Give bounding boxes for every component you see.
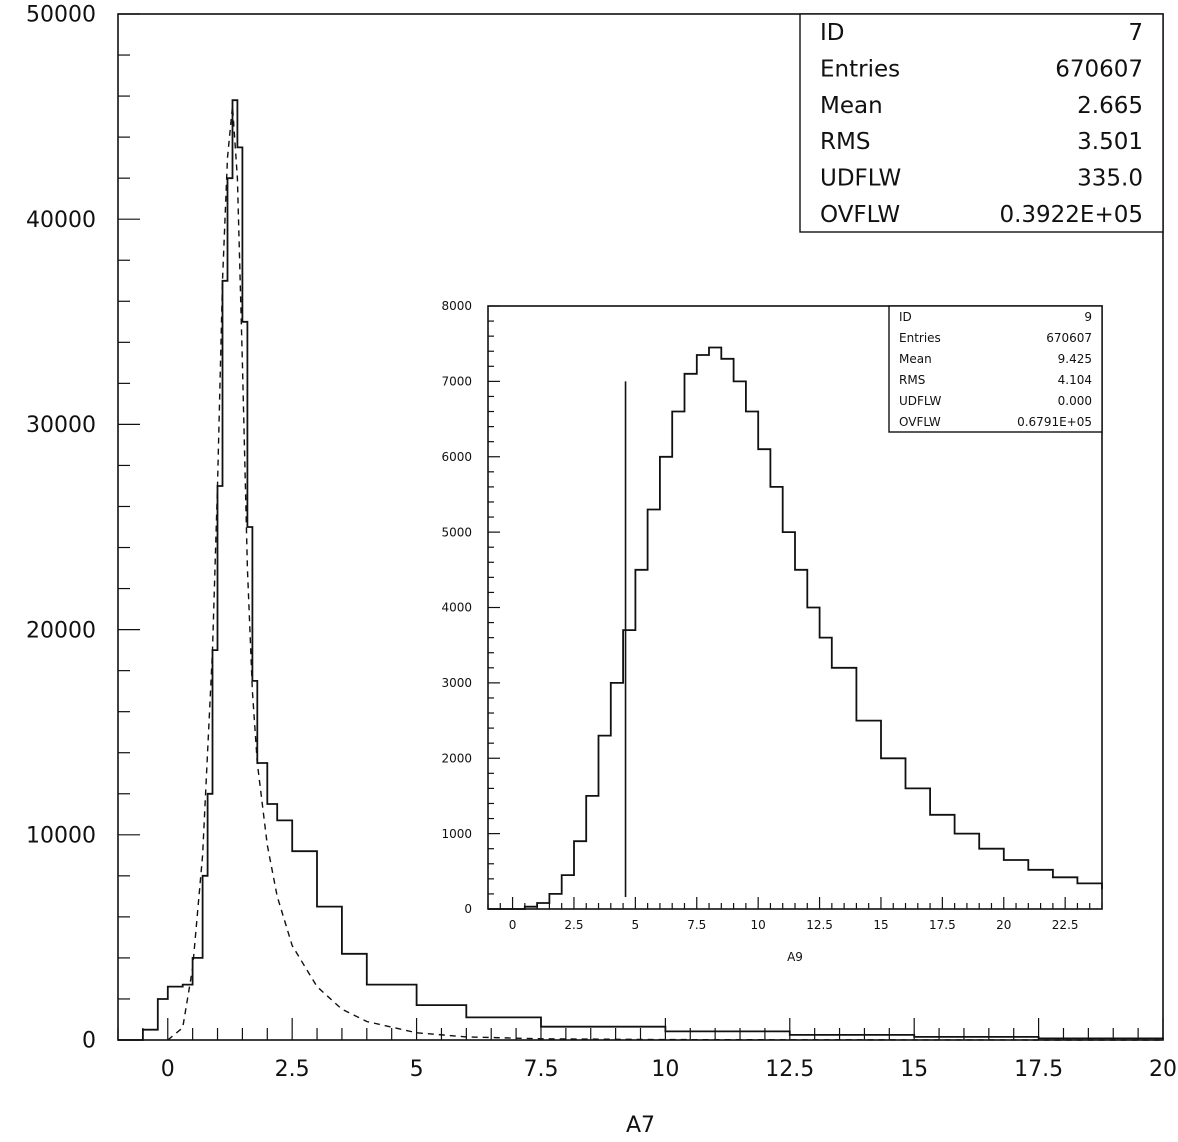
main-stats-value: 670607: [1055, 56, 1143, 82]
main-stats-label: Mean: [820, 93, 883, 119]
main-y-tick-label: 40000: [26, 208, 96, 233]
main-stats-label: OVFLW: [820, 202, 900, 228]
inset-x-tick-label: 17.5: [929, 918, 956, 932]
main-x-tick-label: 20: [1149, 1057, 1177, 1082]
main-stats-value: 3.501: [1077, 129, 1143, 155]
inset-stats-label: ID: [899, 310, 912, 324]
inset-x-tick-label: 20: [996, 918, 1011, 932]
inset-x-tick-label: 15: [873, 918, 888, 932]
main-stats-box: [799, 13, 1164, 233]
inset-y-tick-label: 0: [464, 902, 472, 916]
inset-stats-label: UDFLW: [899, 394, 942, 408]
inset-stats-label: Entries: [899, 331, 941, 345]
main-x-tick-label: 2.5: [275, 1057, 310, 1082]
inset-y-tick-label: 6000: [441, 450, 472, 464]
main-x-tick-label: 12.5: [765, 1057, 814, 1082]
main-x-tick-label: 10: [651, 1057, 679, 1082]
main-y-tick-label: 30000: [26, 413, 96, 438]
main-x-tick-label: 17.5: [1014, 1057, 1063, 1082]
inset-stats-label: OVFLW: [899, 415, 941, 429]
main-stats-value: 7: [1128, 20, 1143, 46]
inset-stats-label: Mean: [899, 352, 932, 366]
main-fit-curve-dashed: [167, 106, 1163, 1041]
inset-stats-value: 4.104: [1058, 373, 1092, 387]
main-histogram-series: [118, 99, 1164, 1041]
main-stats-label: RMS: [820, 129, 870, 155]
inset-stats-label: RMS: [899, 373, 925, 387]
inset-y-tick-label: 7000: [441, 375, 472, 389]
main-x-tick-label: 7.5: [523, 1057, 558, 1082]
main-y-tick-label: 0: [82, 1029, 96, 1054]
inset-stats-box: [888, 305, 1103, 433]
inset-y-tick-label: 8000: [441, 299, 472, 313]
main-x-tick-label: 5: [410, 1057, 424, 1082]
inset-x-tick-label: 10: [751, 918, 766, 932]
main-x-tick-label: 15: [900, 1057, 928, 1082]
inset-x-tick-label: 5: [632, 918, 640, 932]
main-stats-label: ID: [820, 20, 845, 46]
main-x-axis-title: A7: [626, 1113, 655, 1138]
inset-stats-value: 670607: [1046, 331, 1092, 345]
inset-x-tick-label: 7.5: [687, 918, 706, 932]
inset-histogram-series: [488, 346, 1103, 910]
inset-y-tick-label: 2000: [441, 751, 472, 765]
inset-stats-value: 9.425: [1058, 352, 1092, 366]
main-stats-label: Entries: [820, 56, 900, 82]
inset-y-tick-label: 3000: [441, 676, 472, 690]
inset-stats-value: 0.000: [1058, 394, 1092, 408]
inset-y-tick-label: 1000: [441, 827, 472, 841]
main-x-tick-label: 0: [161, 1057, 175, 1082]
main-stats-value: 0.3922E+05: [999, 202, 1143, 228]
inset-x-tick-label: 22.5: [1052, 918, 1079, 932]
main-y-tick-label: 10000: [26, 824, 96, 849]
inset-stats-value: 9: [1084, 310, 1092, 324]
inset-x-tick-label: 0: [509, 918, 517, 932]
main-stats-value: 335.0: [1077, 165, 1143, 191]
main-y-tick-label: 20000: [26, 618, 96, 643]
main-stats-value: 2.665: [1077, 93, 1143, 119]
main-y-tick-label: 50000: [26, 3, 96, 28]
inset-stats-value: 0.6791E+05: [1017, 415, 1092, 429]
main-stats-label: UDFLW: [820, 165, 901, 191]
inset-x-tick-label: 12.5: [806, 918, 833, 932]
inset-x-tick-label: 2.5: [564, 918, 583, 932]
inset-y-tick-label: 4000: [441, 601, 472, 615]
inset-y-tick-label: 5000: [441, 525, 472, 539]
inset-histogram-plot: 0 1000 2000 3000 4000 5000 6000 7000 8000 0 2.5 5 7.…: [441, 299, 1103, 964]
inset-x-axis-title: A9: [787, 950, 803, 964]
